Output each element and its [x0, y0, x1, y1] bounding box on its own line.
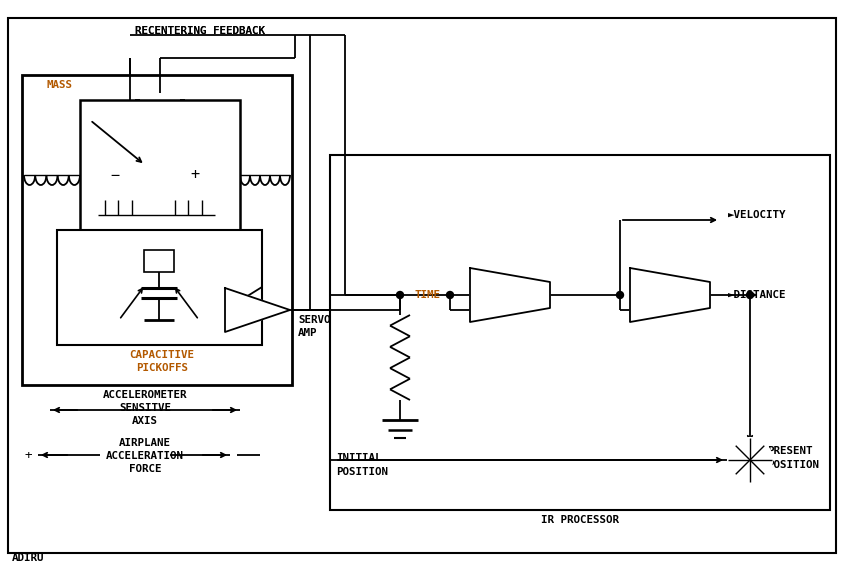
Text: PRESENT
POSITION: PRESENT POSITION — [766, 446, 818, 470]
Text: ►DISTANCE: ►DISTANCE — [728, 290, 786, 300]
Circle shape — [396, 291, 403, 299]
Text: IR PROCESSOR: IR PROCESSOR — [540, 515, 619, 525]
Bar — [330, 155, 829, 510]
Text: ACCELEROMETER
SENSITVE
AXIS: ACCELEROMETER SENSITVE AXIS — [103, 390, 187, 426]
Text: INITIAL
POSITION: INITIAL POSITION — [336, 453, 387, 477]
Bar — [57, 230, 262, 345]
Bar — [22, 75, 292, 385]
Bar — [143, 250, 174, 272]
Polygon shape — [225, 288, 289, 332]
Polygon shape — [469, 268, 549, 322]
Text: RECENTERING FEEDBACK: RECENTERING FEEDBACK — [135, 26, 265, 36]
Bar — [80, 100, 240, 230]
Text: TIME: TIME — [414, 290, 441, 300]
Text: −: − — [111, 168, 119, 182]
Text: MASS: MASS — [47, 80, 73, 90]
Text: +: + — [24, 449, 32, 462]
Text: +: + — [190, 168, 199, 182]
Circle shape — [616, 291, 623, 299]
Text: CAPACITIVE
PICKOFFS: CAPACITIVE PICKOFFS — [129, 350, 194, 373]
Circle shape — [728, 438, 771, 482]
Text: +: + — [728, 450, 734, 460]
Text: AIRPLANE
ACCELERATION
FORCE: AIRPLANE ACCELERATION FORCE — [106, 438, 184, 474]
Circle shape — [446, 291, 453, 299]
Text: ►VELOCITY: ►VELOCITY — [728, 210, 786, 220]
Text: SERVO
AMP: SERVO AMP — [298, 315, 330, 338]
Circle shape — [745, 291, 753, 299]
Text: ADIRU: ADIRU — [12, 553, 45, 563]
Text: RECENTERING FEEDBACK: RECENTERING FEEDBACK — [135, 26, 265, 36]
Polygon shape — [630, 268, 709, 322]
